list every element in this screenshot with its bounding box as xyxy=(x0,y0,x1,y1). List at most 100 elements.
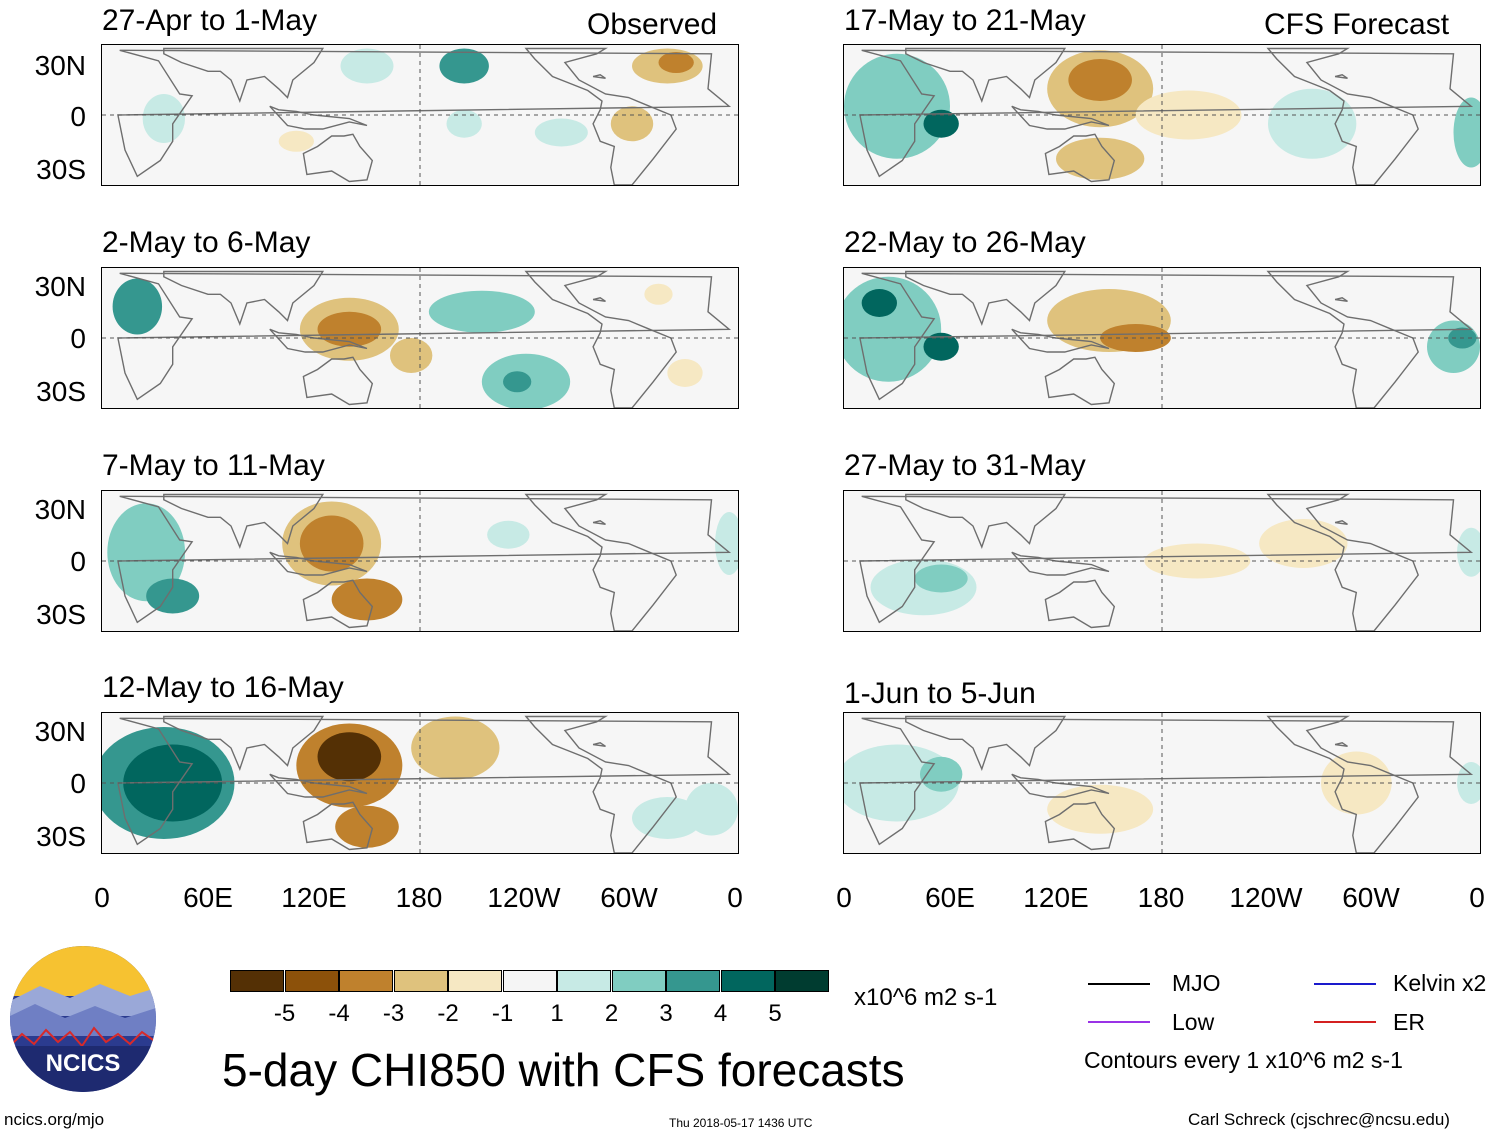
colorbar-tick: -5 xyxy=(273,1000,296,1027)
lon-label-0-east: 0 xyxy=(1469,882,1485,913)
footer-url[interactable]: ncics.org/mjo xyxy=(4,1110,105,1129)
observed-header: Observed xyxy=(587,8,718,41)
anomaly-shading xyxy=(317,311,382,347)
colorbar-swatch xyxy=(611,970,666,992)
lat-label-eq: 0 xyxy=(70,323,86,354)
lon-label-120e: 120E xyxy=(281,882,347,913)
lat-label-30s: 30S xyxy=(36,376,86,407)
lon-label-0-east: 0 xyxy=(727,882,743,913)
coastline xyxy=(905,47,1067,103)
anomaly-shading xyxy=(112,278,163,335)
logo-text: NCICS xyxy=(45,1050,121,1077)
anomaly-shading xyxy=(861,289,897,317)
colorbar-swatch xyxy=(502,970,557,992)
anomaly-shading xyxy=(278,130,314,152)
lon-label-120w: 120W xyxy=(1229,882,1303,913)
coastline xyxy=(1011,773,1110,798)
colorbar-tick: -3 xyxy=(382,1000,405,1027)
coastline xyxy=(302,579,374,629)
coastline xyxy=(1266,270,1419,408)
anomaly-shading xyxy=(644,283,673,305)
colorbar-units: x10^6 m2 s-1 xyxy=(854,984,998,1011)
anomaly-shading xyxy=(923,332,959,361)
legend-label-kelvin: Kelvin x2 xyxy=(1393,970,1487,996)
lon-label-0: 0 xyxy=(94,882,110,913)
lat-label-eq: 0 xyxy=(70,101,86,132)
anomaly-shading xyxy=(658,52,694,73)
anomaly-shading xyxy=(1259,519,1348,568)
coastline xyxy=(1044,579,1116,629)
anomaly-shading xyxy=(715,512,738,575)
lat-label-eq: 0 xyxy=(70,768,86,799)
anomaly-shading xyxy=(446,109,482,138)
lon-label-120e: 120E xyxy=(1023,882,1089,913)
coastline xyxy=(905,493,1067,549)
coastline xyxy=(859,495,1474,624)
panel-title-fc-4: 1-Jun to 5-Jun xyxy=(844,677,1036,710)
anomaly-shading xyxy=(317,732,382,782)
coastline xyxy=(592,742,606,747)
lon-label-180: 180 xyxy=(395,882,443,913)
coastline xyxy=(117,272,732,401)
anomaly-shading xyxy=(1268,88,1357,159)
coastline xyxy=(163,715,325,771)
colorbar-tick: 1 xyxy=(550,1000,564,1027)
lon-label-60e: 60E xyxy=(925,882,975,913)
coastline xyxy=(592,74,606,79)
coastline xyxy=(269,105,368,130)
coastline xyxy=(302,133,374,183)
map-panel-fc-4 xyxy=(843,712,1481,854)
coastline xyxy=(1334,742,1348,747)
coastline xyxy=(524,47,677,185)
coastline xyxy=(1334,297,1348,302)
coastline xyxy=(1334,520,1348,525)
footer-timestamp: Thu 2018-05-17 1436 UTC xyxy=(669,1116,813,1130)
colorbar-swatch xyxy=(557,970,611,992)
map-canvas xyxy=(844,45,1480,185)
map-panel-obs-1 xyxy=(101,44,739,186)
anomaly-shading xyxy=(1068,59,1132,101)
coastline xyxy=(163,270,325,326)
colorbar-swatch xyxy=(775,970,829,992)
panel-title-fc-1: 17-May to 21-May xyxy=(844,4,1086,37)
legend-label-mjo: MJO xyxy=(1172,970,1221,996)
colorbar-swatch xyxy=(339,970,393,992)
map-canvas xyxy=(844,268,1480,408)
anomaly-shading xyxy=(340,48,394,84)
coastline xyxy=(859,717,1474,846)
lat-label-30s: 30S xyxy=(36,599,86,630)
lon-label-0: 0 xyxy=(836,882,852,913)
colorbar-swatch xyxy=(720,970,775,992)
anomaly-shading xyxy=(632,797,703,839)
anomaly-shading xyxy=(923,109,959,138)
coastline xyxy=(1334,74,1348,79)
map-panel-obs-2 xyxy=(101,267,739,409)
coastline xyxy=(117,717,732,846)
map-canvas xyxy=(102,491,738,631)
anomaly-shading xyxy=(142,94,186,143)
lat-label-30n: 30N xyxy=(34,494,86,525)
lon-label-60e: 60E xyxy=(183,882,233,913)
anomaly-shading xyxy=(389,338,433,373)
lat-label-30n: 30N xyxy=(34,716,86,747)
coastline xyxy=(163,47,325,103)
panel-title-obs-3: 7-May to 11-May xyxy=(102,449,325,482)
coastline xyxy=(592,520,606,525)
lat-label-30s: 30S xyxy=(36,154,86,185)
colorbar-swatch xyxy=(666,970,720,992)
coastline xyxy=(524,270,677,408)
colorbar-tick: 4 xyxy=(713,1000,728,1027)
lon-label-180: 180 xyxy=(1137,882,1185,913)
footer-author: Carl Schreck (cjschrec@ncsu.edu) xyxy=(1188,1110,1450,1129)
anomaly-shading xyxy=(534,118,588,147)
coastline xyxy=(269,773,368,798)
map-canvas xyxy=(102,713,738,853)
ncics-logo: NCICS xyxy=(10,946,156,1092)
coastline xyxy=(859,272,1474,401)
map-panel-fc-1 xyxy=(843,44,1481,186)
lat-label-eq: 0 xyxy=(70,546,86,577)
coastline xyxy=(524,493,677,631)
main-title: 5-day CHI850 with CFS forecasts xyxy=(222,1044,905,1096)
coastline xyxy=(1044,356,1116,406)
anomaly-shading xyxy=(439,48,489,84)
